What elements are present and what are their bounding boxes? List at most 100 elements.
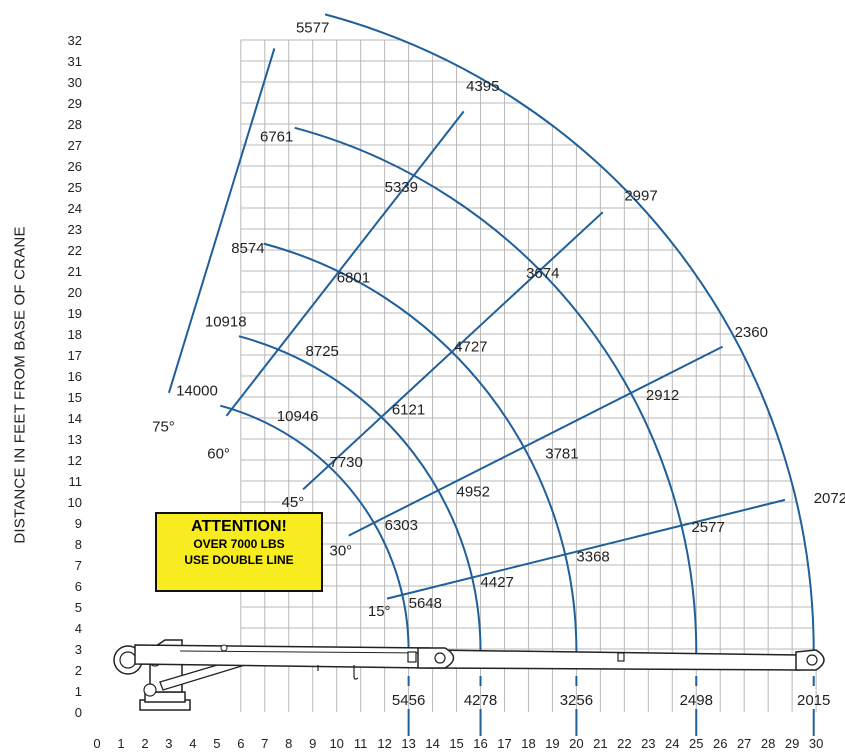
capacity-label: 8574 xyxy=(231,240,264,257)
y-tick-label: 6 xyxy=(75,579,82,594)
capacity-label: 6801 xyxy=(337,269,370,286)
capacity-label: 6761 xyxy=(260,129,293,146)
y-tick-label: 23 xyxy=(68,222,82,237)
boom-line-45 xyxy=(302,211,604,491)
y-tick-label: 8 xyxy=(75,537,82,552)
x-tick-label: 8 xyxy=(285,736,292,751)
x-tick-label: 26 xyxy=(713,736,727,751)
angle-label: 15° xyxy=(368,603,391,620)
x-tick-label: 18 xyxy=(521,736,535,751)
x-tick-label: 12 xyxy=(377,736,391,751)
capacity-label: 2577 xyxy=(691,519,724,536)
y-tick-label: 29 xyxy=(68,96,82,111)
y-tick-label: 26 xyxy=(68,159,82,174)
capacity-label: 2360 xyxy=(735,324,768,341)
x-tick-label: 10 xyxy=(329,736,343,751)
y-axis-label: DISTANCE IN FEET FROM BASE OF CRANE xyxy=(8,160,32,610)
angle-label: 60° xyxy=(207,446,230,463)
capacity-label: 3368 xyxy=(576,549,609,566)
crane-boom-clamp xyxy=(407,651,417,663)
y-tick-label: 30 xyxy=(68,75,82,90)
x-tick-label: 11 xyxy=(354,736,368,751)
angle-label: 30° xyxy=(330,542,353,559)
y-tick-label: 13 xyxy=(68,432,82,447)
ground-capacity-label: 2498 xyxy=(680,692,713,709)
attention-line-1: OVER 7000 LBS xyxy=(193,537,285,551)
x-tick-label: 27 xyxy=(737,736,751,751)
x-tick-label: 5 xyxy=(213,736,220,751)
capacity-label: 10918 xyxy=(205,313,247,330)
x-tick-label: 16 xyxy=(473,736,487,751)
y-tick-label: 27 xyxy=(68,138,82,153)
extension-radius-arcs xyxy=(220,13,815,654)
boom-extension-5-arc xyxy=(324,13,815,654)
y-tick-label: 5 xyxy=(75,600,82,615)
x-tick-label: 21 xyxy=(593,736,607,751)
capacity-label: 6121 xyxy=(392,402,425,419)
capacity-label: 4952 xyxy=(457,484,490,501)
boom-extension-1-arc xyxy=(220,404,410,654)
x-tick-label: 22 xyxy=(617,736,631,751)
boom-line-30 xyxy=(348,345,724,537)
y-tick-label: 3 xyxy=(75,642,82,657)
capacity-label: 14000 xyxy=(176,383,218,400)
attention-title: ATTENTION! xyxy=(191,518,287,535)
attention-line-2: USE DOUBLE LINE xyxy=(184,553,294,567)
ground-capacity-label: 2015 xyxy=(797,692,830,709)
y-tick-label: 1 xyxy=(75,684,82,699)
x-tick-label: 15 xyxy=(449,736,463,751)
grid: 0123456789101112131415161718192021222324… xyxy=(68,33,824,751)
x-tick-label: 13 xyxy=(401,736,415,751)
capacity-label: 4395 xyxy=(466,78,499,95)
y-tick-label: 4 xyxy=(75,621,82,636)
capacity-label: 10946 xyxy=(277,408,319,425)
x-tick-label: 20 xyxy=(569,736,583,751)
ground-capacity-label: 3256 xyxy=(560,692,593,709)
angle-label: 75° xyxy=(152,418,175,435)
capacity-label: 5577 xyxy=(296,19,329,36)
capacity-labels: 14000 10918 8574 6761 5577 10946 8725 6801 5339 4… xyxy=(152,19,845,620)
x-tick-label: 1 xyxy=(117,736,124,751)
capacity-label: 5648 xyxy=(409,595,442,612)
x-tick-label: 6 xyxy=(237,736,244,751)
boom-line-60 xyxy=(225,110,465,417)
crane-boom-main xyxy=(134,644,431,669)
y-tick-label: 10 xyxy=(68,495,82,510)
crane-pivot-hub-inner xyxy=(119,651,137,669)
x-tick-label: 3 xyxy=(165,736,172,751)
crane-boom-seam xyxy=(179,650,421,654)
ground-capacity-label: 5456 xyxy=(392,692,425,709)
y-tick-label: 24 xyxy=(68,201,82,216)
x-tick-label: 9 xyxy=(309,736,316,751)
x-tick-label: 28 xyxy=(761,736,775,751)
x-tick-label: 7 xyxy=(261,736,268,751)
y-tick-label: 0 xyxy=(75,705,82,720)
y-tick-label: 22 xyxy=(68,243,82,258)
capacity-label: 3674 xyxy=(526,265,559,282)
crane-base-wheel xyxy=(143,683,157,697)
y-axis-label-text: DISTANCE IN FEET FROM BASE OF CRANE xyxy=(11,226,29,544)
x-tick-label: 4 xyxy=(189,736,196,751)
x-tick-label: 30 xyxy=(809,736,823,751)
x-tick-label: 19 xyxy=(545,736,559,751)
x-tick-label: 2 xyxy=(141,736,148,751)
capacity-label: 5339 xyxy=(385,179,418,196)
capacity-label: 2912 xyxy=(646,387,679,404)
capacity-label: 3781 xyxy=(545,446,578,463)
attention-notice: ATTENTION! OVER 7000 LBS USE DOUBLE LINE xyxy=(155,512,323,592)
capacity-label: 2997 xyxy=(624,187,657,204)
angle-label: 45° xyxy=(282,494,305,511)
x-tick-label: 29 xyxy=(785,736,799,751)
crane-boom-clamp-2 xyxy=(617,652,625,662)
y-tick-label: 9 xyxy=(75,516,82,531)
x-tick-label: 0 xyxy=(93,736,100,751)
capacity-label: 4427 xyxy=(481,574,514,591)
ground-capacity-markers: 5456 4278 3256 2498 2015 xyxy=(392,676,830,736)
boom-angle-lines xyxy=(167,48,786,600)
y-tick-label: 17 xyxy=(68,348,82,363)
x-tick-label: 24 xyxy=(665,736,679,751)
y-tick-label: 19 xyxy=(68,306,82,321)
boom-extension-3-arc xyxy=(263,242,578,654)
x-tick-label: 23 xyxy=(641,736,655,751)
